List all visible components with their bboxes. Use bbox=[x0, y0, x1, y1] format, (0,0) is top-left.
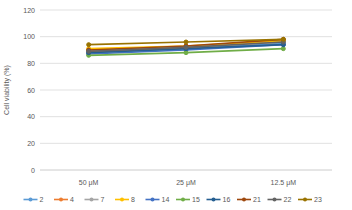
y-axis-label: Cell viability (%) bbox=[3, 65, 11, 115]
series-marker bbox=[184, 45, 188, 49]
x-tick-label: 25 μM bbox=[176, 179, 196, 187]
legend-label: 4 bbox=[70, 196, 74, 203]
series-marker bbox=[281, 47, 285, 51]
y-tick-label: 80 bbox=[27, 60, 35, 67]
series-marker bbox=[281, 37, 285, 41]
grid-line bbox=[40, 63, 332, 64]
legend-label: 21 bbox=[253, 196, 261, 203]
series-marker bbox=[184, 40, 188, 44]
series-marker bbox=[184, 45, 188, 49]
legend-marker bbox=[242, 198, 246, 202]
series-marker bbox=[184, 51, 188, 55]
chart: 0 20 40 60 80 100 120 Cell viability (%) 50 μM 25… bbox=[0, 0, 352, 210]
legend-marker bbox=[181, 198, 185, 202]
y-tick-label: 20 bbox=[27, 140, 35, 147]
y-tick-label: 40 bbox=[27, 113, 35, 120]
legend-marker bbox=[59, 198, 63, 202]
y-tick-label: 0 bbox=[31, 167, 35, 174]
legend-marker bbox=[120, 198, 124, 202]
plot-area bbox=[87, 37, 286, 57]
legend-label: 14 bbox=[162, 196, 170, 203]
grid-line bbox=[40, 170, 332, 171]
legend-label: 22 bbox=[284, 196, 292, 203]
legend-label: 7 bbox=[101, 196, 105, 203]
legend-marker bbox=[151, 198, 155, 202]
grid-line bbox=[40, 36, 332, 37]
legend-label: 23 bbox=[314, 196, 322, 203]
legend-marker bbox=[303, 198, 307, 202]
y-tick-label: 100 bbox=[23, 33, 35, 40]
grid-line bbox=[40, 10, 332, 11]
legend-label: 16 bbox=[223, 196, 231, 203]
x-tick-label: 50 μM bbox=[79, 179, 99, 187]
y-tick-label: 60 bbox=[27, 87, 35, 94]
series-marker bbox=[87, 43, 91, 47]
legend-marker bbox=[273, 198, 277, 202]
legend-label: 2 bbox=[40, 196, 44, 203]
y-tick-label: 120 bbox=[23, 7, 35, 14]
series-line bbox=[89, 39, 284, 44]
x-tick-label: 12.5 μM bbox=[271, 179, 297, 187]
series-marker bbox=[281, 37, 285, 41]
series-marker bbox=[87, 49, 91, 53]
legend-label: 15 bbox=[192, 196, 200, 203]
grid-line bbox=[40, 116, 332, 117]
series-marker bbox=[87, 49, 91, 53]
series-line bbox=[89, 39, 284, 50]
legend-marker bbox=[29, 198, 33, 202]
grid-line bbox=[40, 90, 332, 91]
series-marker bbox=[184, 45, 188, 49]
legend-marker bbox=[90, 198, 94, 202]
legend-marker bbox=[212, 198, 216, 202]
legend-label: 8 bbox=[131, 196, 135, 203]
grid-line bbox=[40, 143, 332, 144]
